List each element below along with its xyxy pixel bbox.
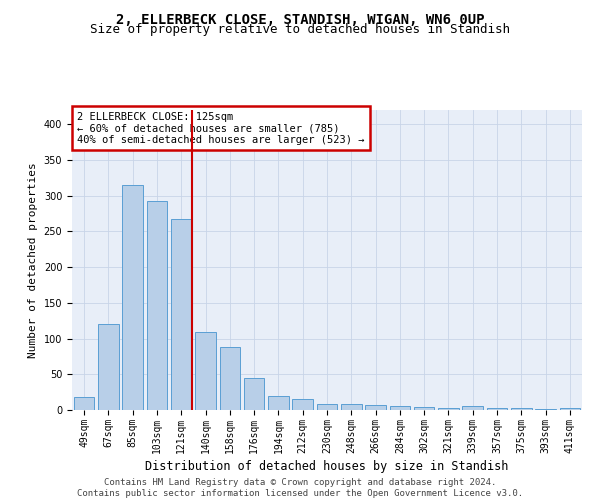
Bar xyxy=(438,408,459,410)
Bar xyxy=(195,332,216,410)
Bar xyxy=(122,185,143,410)
Text: Contains HM Land Registry data © Crown copyright and database right 2024.
Contai: Contains HM Land Registry data © Crown c… xyxy=(77,478,523,498)
Bar xyxy=(560,408,580,410)
Bar xyxy=(365,405,386,410)
Bar xyxy=(74,397,94,410)
Bar xyxy=(171,220,191,410)
Text: 2, ELLERBECK CLOSE, STANDISH, WIGAN, WN6 0UP: 2, ELLERBECK CLOSE, STANDISH, WIGAN, WN6… xyxy=(116,12,484,26)
Bar xyxy=(244,378,265,410)
Bar xyxy=(317,404,337,410)
Bar xyxy=(292,400,313,410)
Bar xyxy=(487,408,508,410)
Bar xyxy=(463,406,483,410)
Bar xyxy=(146,200,167,410)
Bar xyxy=(220,347,240,410)
Text: Size of property relative to detached houses in Standish: Size of property relative to detached ho… xyxy=(90,22,510,36)
Bar xyxy=(98,324,119,410)
Bar xyxy=(535,408,556,410)
Text: 2 ELLERBECK CLOSE: 125sqm
← 60% of detached houses are smaller (785)
40% of semi: 2 ELLERBECK CLOSE: 125sqm ← 60% of detac… xyxy=(77,112,365,144)
Bar xyxy=(414,407,434,410)
Bar xyxy=(389,406,410,410)
Bar xyxy=(268,396,289,410)
Bar xyxy=(511,408,532,410)
Y-axis label: Number of detached properties: Number of detached properties xyxy=(28,162,38,358)
X-axis label: Distribution of detached houses by size in Standish: Distribution of detached houses by size … xyxy=(145,460,509,473)
Bar xyxy=(341,404,362,410)
